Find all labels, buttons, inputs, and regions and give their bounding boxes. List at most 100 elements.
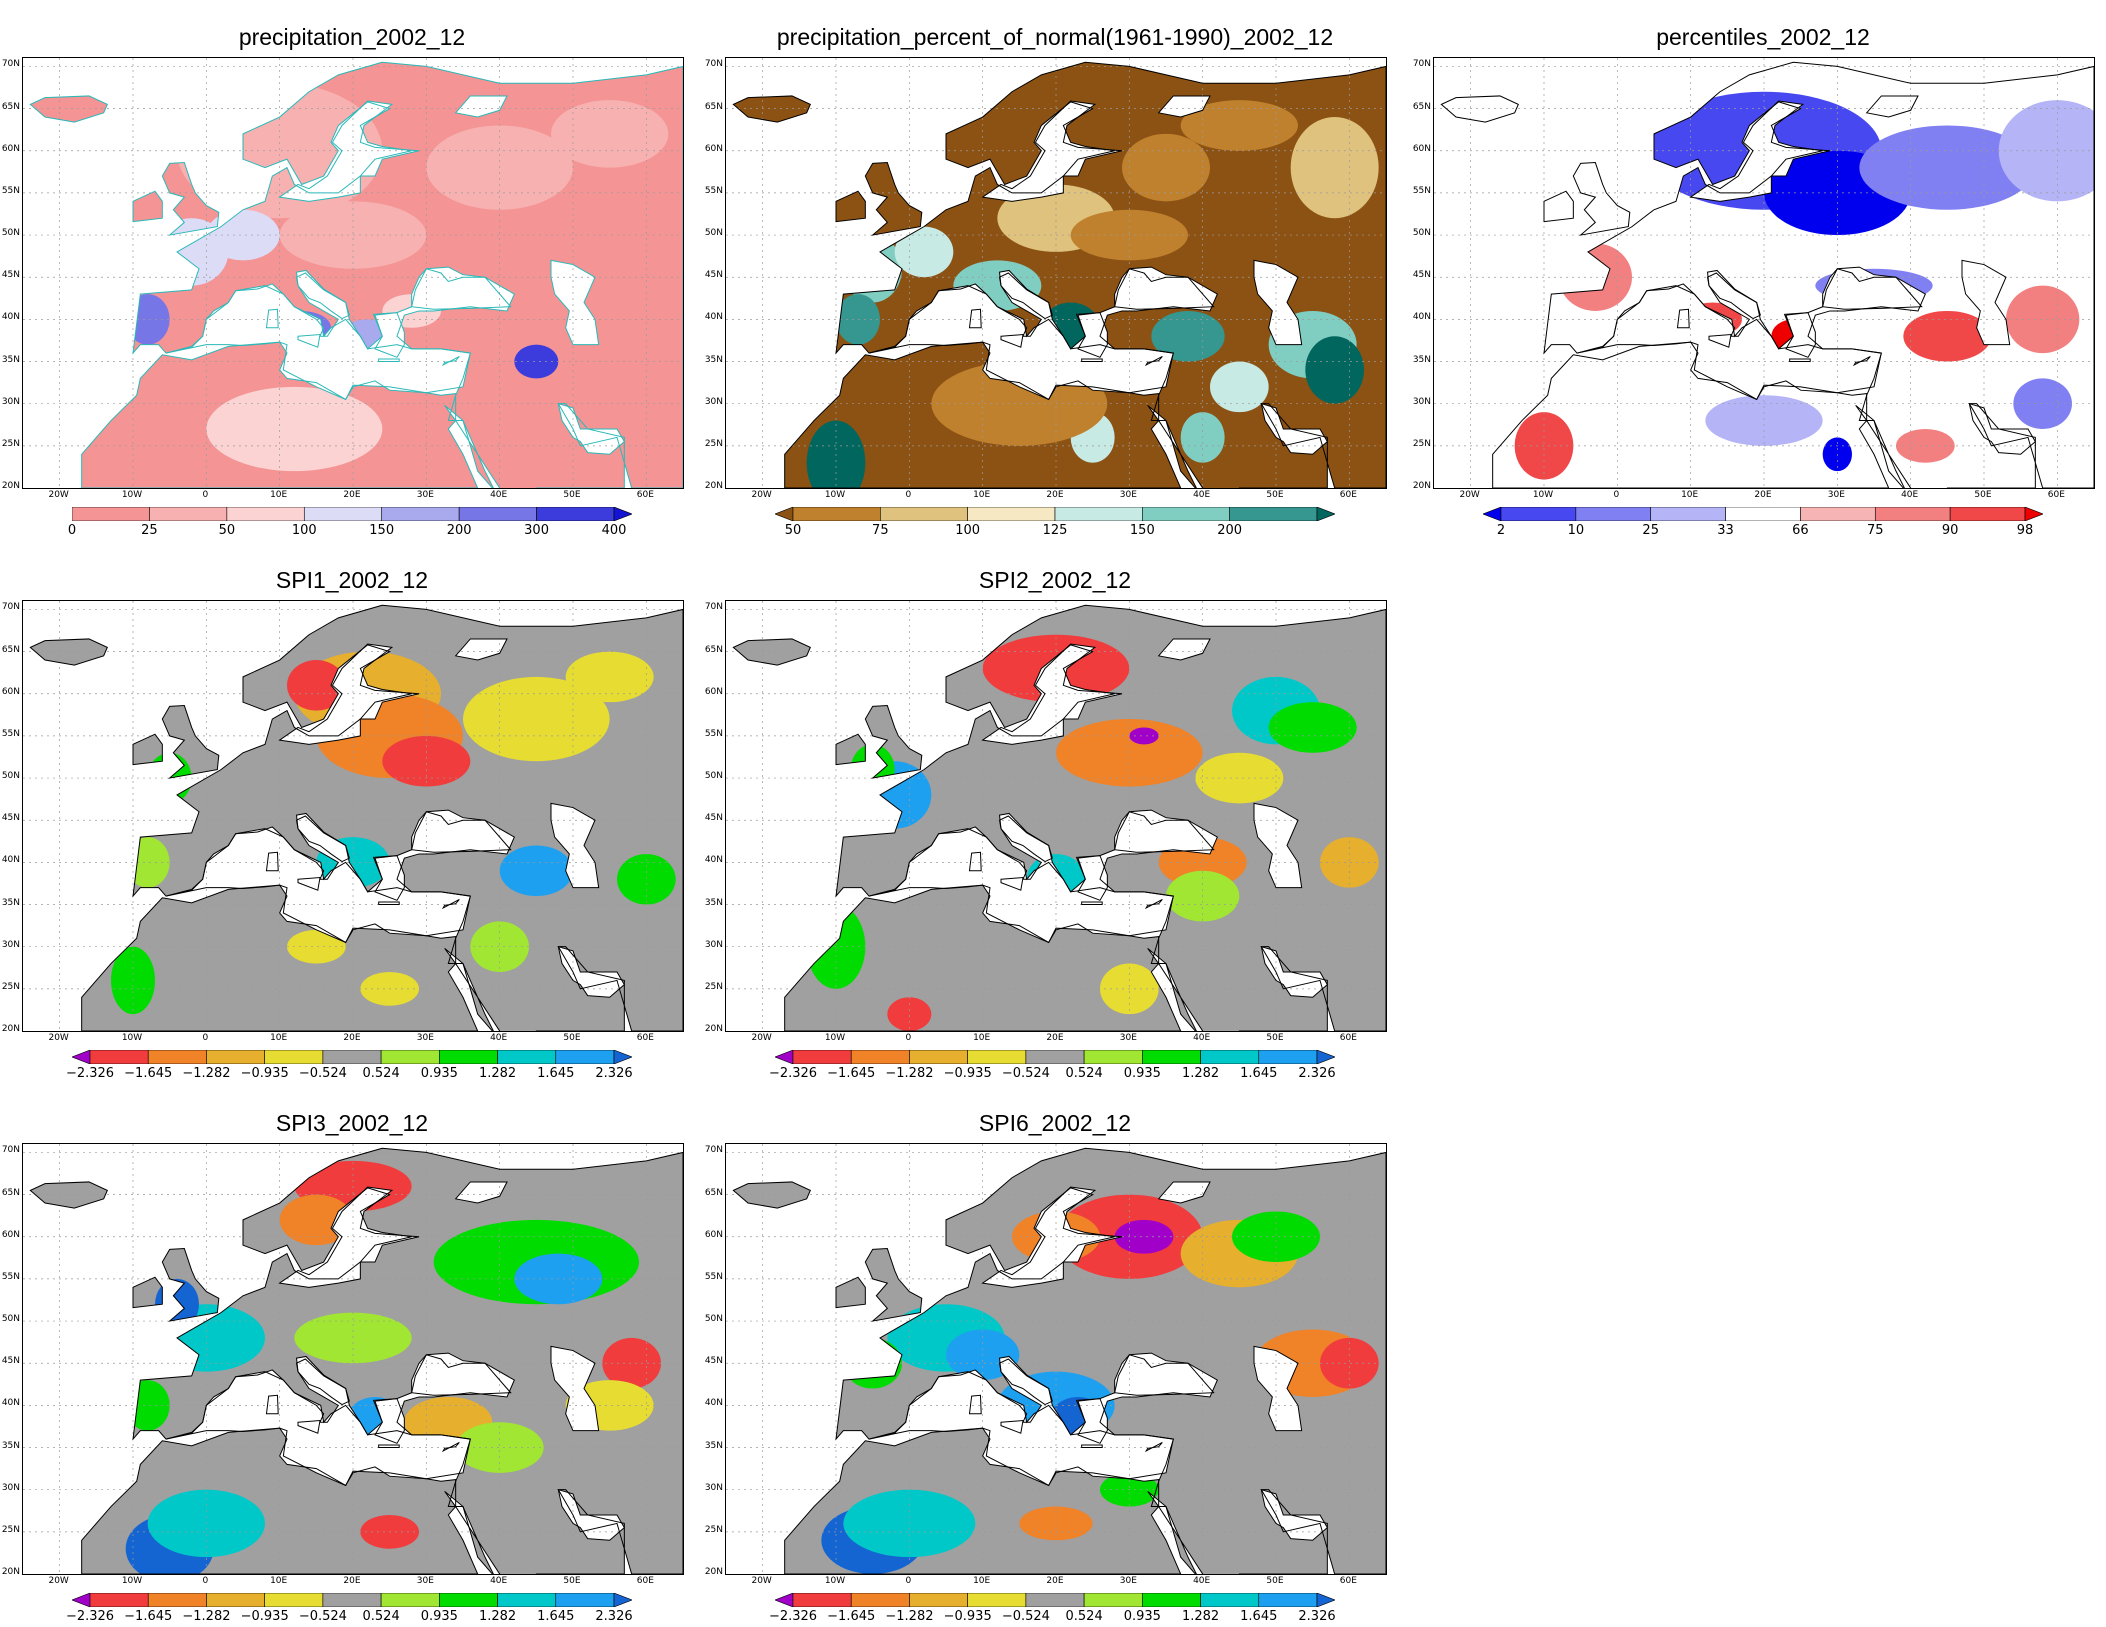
lon-label: 60E [1339,490,1357,500]
colorbar-label: 2.326 [595,1609,633,1624]
colorbar-label: 1.645 [537,1609,575,1624]
colorbar-swatch [1725,506,1801,522]
lon-label: 20W [48,1576,69,1586]
lat-label: 25N [1,981,20,992]
colorbar-swatch [380,1592,440,1608]
lon-label: 30E [1119,1033,1137,1043]
colorbar-swatch [1650,506,1726,522]
lon-label: 40E [1193,1576,1211,1586]
colorbar-swatches [71,1592,633,1608]
lat-label: 65N [704,101,723,112]
lat-label: 40N [1,1398,20,1409]
lat-label: 70N [1412,59,1431,70]
colorbar-label: 2.326 [1298,1609,1336,1624]
lon-label: 30E [416,1033,434,1043]
colorbar-swatch [264,1049,324,1065]
colorbar-left-arrow [774,506,794,522]
lon-label: 50E [1974,490,1992,500]
lat-label: 20N [704,1024,723,1034]
lat-label: 35N [1,354,20,365]
lon-label: 20E [1046,490,1064,500]
colorbar-swatch [1025,1592,1085,1608]
lat-label: 25N [1,1524,20,1535]
lon-label: 20E [343,1576,361,1586]
colorbar-label: 1.645 [1240,1609,1278,1624]
lon-label: 20E [1046,1033,1064,1043]
lon-label: 30E [1827,490,1845,500]
colorbar-swatch [322,1592,382,1608]
lat-label: 45N [704,270,723,281]
colorbar-label: 1.282 [1181,1609,1220,1624]
colorbar-swatch [381,506,460,522]
panel-title: SPI1_2002_12 [275,567,429,593]
lat-label: 65N [1,101,20,112]
colorbar-swatch [1142,506,1230,522]
colorbar-left-arrow [71,1049,91,1065]
lat-label: 70N [1,59,20,70]
lon-label: 10W [121,1576,143,1586]
map-spi2 [725,600,1387,1032]
colorbar-label: 50 [784,523,802,538]
lat-label: 65N [1,1187,20,1198]
colorbar-label: 100 [291,523,317,538]
lon-label: 10W [1532,490,1554,500]
colorbar-swatch [206,1592,265,1608]
colorbar-label: −1.645 [827,1609,876,1624]
colorbar-swatch [880,506,968,522]
colorbar-label: 75 [1867,523,1884,538]
colorbar-label: 1.282 [478,1609,517,1624]
colorbar-swatches [71,506,633,522]
colorbar-swatch [536,506,615,522]
lon-label: 10E [1681,490,1699,500]
lon-label: 50E [1266,1033,1284,1043]
colorbar-swatch [555,1049,615,1065]
lon-label: 20W [751,1576,772,1586]
lat-label: 70N [1,1145,20,1156]
colorbar-swatch [458,506,537,522]
colorbar-label: 66 [1792,523,1809,538]
colorbar-right-arrow [613,1049,633,1065]
lon-label: 30E [1119,490,1137,500]
colorbar-swatch [1200,1049,1260,1065]
lat-label: 25N [1,438,20,449]
colorbar-swatch [792,1592,852,1608]
map-canvas [726,601,1386,1031]
lon-label: 20E [343,1033,361,1043]
lon-label: 0 [202,1576,209,1586]
colorbar-swatch [71,506,150,522]
map-spi1 [22,600,684,1032]
colorbar-precip: 0 25 50 100 150 200 300 400 [68,506,633,541]
lon-label: 10E [270,1033,288,1043]
lat-label: 30N [1,1482,20,1493]
colorbar-swatch [89,1592,149,1608]
map-canvas [726,1144,1386,1574]
lat-label: 20N [1,1024,20,1034]
lat-label: 50N [704,771,723,782]
lat-label: 20N [1412,481,1431,491]
colorbar-swatch [555,1592,615,1608]
lon-label: 10E [270,490,288,500]
lat-label: 40N [704,1398,723,1409]
colorbar-label: 150 [1129,523,1155,538]
lat-label: 45N [1412,270,1431,281]
colorbar-swatch [1142,1592,1201,1608]
colorbar-label: 0.935 [1123,1066,1161,1081]
lon-label: 40E [1901,490,1919,500]
lon-label: 10W [824,1576,846,1586]
lat-label: 60N [704,686,723,697]
lat-label: 55N [704,185,723,196]
colorbar-swatch [303,506,383,522]
colorbar-swatch [1054,506,1143,522]
lat-label: 50N [1412,228,1431,239]
colorbar-label: 300 [524,523,549,538]
colorbar-swatches [774,506,1336,522]
colorbar-right-arrow [2024,506,2044,522]
colorbar-label: −0.935 [943,1066,992,1081]
lat-label: 50N [1,1314,20,1325]
lat-label: 70N [1,602,20,613]
colorbar-right-arrow [1316,1049,1336,1065]
lon-label: 0 [905,1033,912,1043]
colorbar-swatch [497,1049,557,1065]
colorbar-label: −0.524 [298,1066,347,1081]
